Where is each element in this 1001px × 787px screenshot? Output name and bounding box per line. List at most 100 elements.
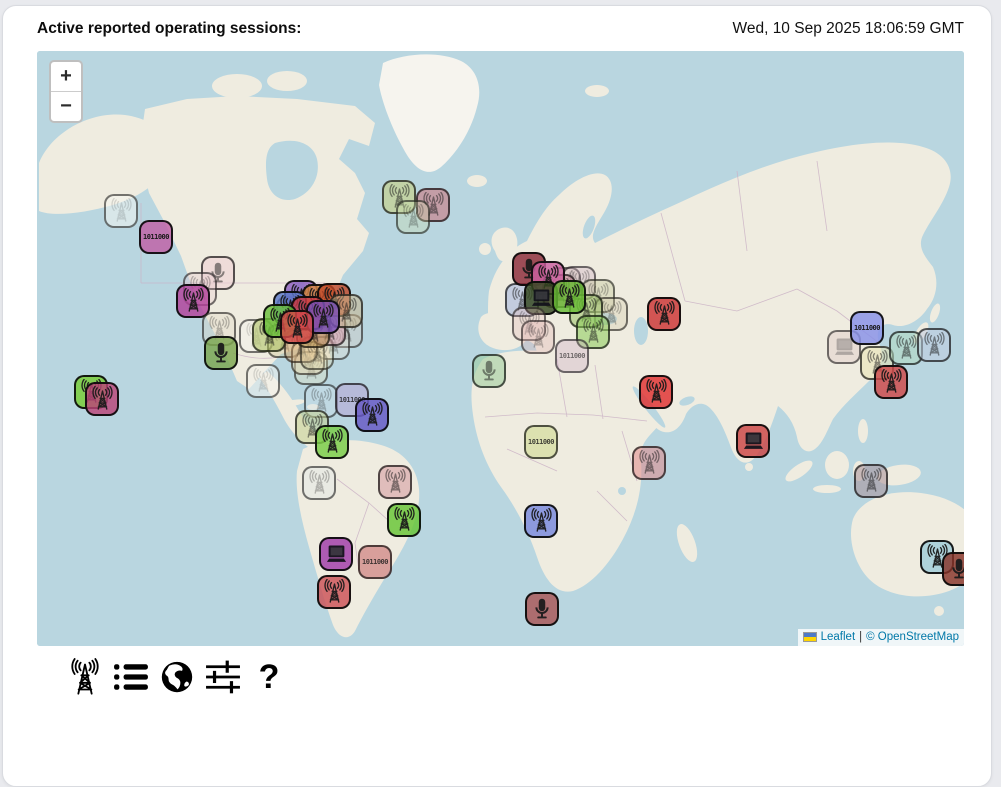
session-marker-tower[interactable] — [521, 320, 555, 354]
session-marker-digits[interactable]: 1011000 — [139, 220, 173, 254]
radio-tower-icon — [321, 428, 343, 453]
session-map-card: Active reported operating sessions: Wed,… — [2, 5, 992, 787]
world-basemap — [37, 51, 964, 646]
radio-tower-icon — [926, 543, 948, 568]
sliders-icon — [206, 660, 240, 694]
sessions-antenna-button[interactable] — [65, 654, 105, 700]
digital-mode-digits: 1011000 — [361, 558, 389, 566]
session-marker-mic[interactable] — [204, 336, 238, 370]
ukraine-flag-icon — [802, 632, 817, 642]
session-marker-digits[interactable]: 1011000 — [524, 425, 558, 459]
session-marker-tower[interactable] — [280, 310, 314, 344]
zoom-in-button[interactable]: + — [60, 65, 72, 87]
session-marker-tower[interactable] — [387, 503, 421, 537]
session-marker-digits[interactable]: 1011000 — [358, 545, 392, 579]
radio-tower-icon — [208, 315, 230, 340]
session-marker-tower[interactable] — [917, 328, 951, 362]
session-marker-digits[interactable]: 1011000 — [850, 311, 884, 345]
session-marker-tower[interactable] — [302, 466, 336, 500]
session-list-button[interactable] — [111, 654, 151, 700]
digital-mode-digits: 1011000 — [853, 324, 881, 332]
radio-tower-icon — [558, 283, 580, 308]
radio-tower-icon — [653, 300, 675, 325]
session-marker-laptop[interactable] — [736, 424, 770, 458]
radio-tower-icon — [895, 334, 917, 359]
radio-tower-icon — [582, 318, 604, 343]
session-marker-tower[interactable] — [854, 464, 888, 498]
timestamp: Wed, 10 Sep 2025 18:06:59 GMT — [732, 20, 964, 37]
radio-tower-icon — [286, 313, 308, 338]
radio-tower-icon — [312, 303, 334, 328]
session-marker-tower[interactable] — [639, 375, 673, 409]
attribution-separator: | — [859, 631, 863, 643]
radio-tower-icon — [645, 378, 667, 403]
microphone-icon — [482, 360, 496, 381]
help-button[interactable]: ? — [249, 654, 289, 700]
session-marker-tower[interactable] — [85, 382, 119, 416]
filters-button[interactable] — [203, 654, 243, 700]
list-icon — [114, 664, 148, 690]
radio-tower-icon — [860, 467, 882, 492]
microphone-icon — [952, 558, 964, 579]
globe-icon — [161, 661, 193, 693]
radio-tower-icon — [880, 368, 902, 393]
map[interactable]: 1011000 — [37, 51, 964, 646]
radio-tower-icon — [530, 507, 552, 532]
radio-tower-icon — [323, 578, 345, 603]
markers-layer: 1011000 — [37, 51, 964, 646]
zoom-control: + − — [49, 60, 83, 123]
map-attribution: Leaflet | © OpenStreetMap — [797, 629, 964, 646]
radio-tower-icon — [422, 191, 444, 216]
session-marker-mic[interactable] — [472, 354, 506, 388]
session-marker-mic[interactable] — [525, 592, 559, 626]
page-title: Active reported operating sessions: — [37, 20, 302, 37]
session-marker-tower[interactable] — [524, 504, 558, 538]
radio-tower-icon — [252, 367, 274, 392]
session-marker-laptop[interactable] — [827, 330, 861, 364]
card-header: Active reported operating sessions: Wed,… — [37, 20, 964, 38]
session-marker-tower[interactable] — [378, 465, 412, 499]
radio-tower-icon — [402, 203, 424, 228]
microphone-icon — [214, 342, 228, 363]
microphone-icon — [535, 598, 549, 619]
session-marker-mic[interactable] — [942, 552, 964, 586]
leaflet-link[interactable]: Leaflet — [820, 631, 856, 643]
map-view-button[interactable] — [157, 654, 197, 700]
laptop-icon — [531, 289, 551, 306]
radio-tower-icon — [310, 387, 332, 412]
session-marker-tower[interactable] — [176, 284, 210, 318]
session-marker-tower[interactable] — [315, 425, 349, 459]
laptop-icon — [834, 338, 854, 355]
digital-mode-digits: 1011000 — [558, 352, 586, 360]
session-marker-tower[interactable] — [396, 200, 430, 234]
radio-tower-icon — [527, 323, 549, 348]
radio-tower-icon — [638, 449, 660, 474]
radio-tower-icon — [600, 300, 622, 325]
session-marker-tower[interactable] — [317, 575, 351, 609]
radio-tower-icon — [361, 401, 383, 426]
session-marker-tower[interactable] — [647, 297, 681, 331]
session-marker-tower[interactable] — [874, 365, 908, 399]
session-marker-digits[interactable]: 1011000 — [555, 339, 589, 373]
laptop-icon — [326, 545, 346, 562]
question-icon: ? — [258, 658, 280, 696]
radio-tower-icon — [308, 469, 330, 494]
digital-mode-digits: 1011000 — [338, 396, 366, 404]
bottom-toolbar: ? — [37, 654, 289, 700]
radio-tower-icon — [110, 197, 132, 222]
radio-tower-icon — [71, 658, 99, 695]
laptop-icon — [743, 432, 763, 449]
session-marker-tower[interactable] — [632, 446, 666, 480]
digital-mode-digits: 1011000 — [527, 438, 555, 446]
radio-tower-icon — [923, 331, 945, 356]
session-marker-tower[interactable] — [104, 194, 138, 228]
openstreetmap-link[interactable]: © OpenStreetMap — [866, 631, 959, 643]
session-marker-laptop[interactable] — [319, 537, 353, 571]
session-marker-tower[interactable] — [552, 280, 586, 314]
digital-mode-digits: 1011000 — [142, 233, 170, 241]
session-marker-tower[interactable] — [246, 364, 280, 398]
zoom-out-button[interactable]: − — [51, 91, 81, 121]
radio-tower-icon — [384, 468, 406, 493]
session-marker-tower[interactable] — [355, 398, 389, 432]
radio-tower-icon — [91, 385, 113, 410]
